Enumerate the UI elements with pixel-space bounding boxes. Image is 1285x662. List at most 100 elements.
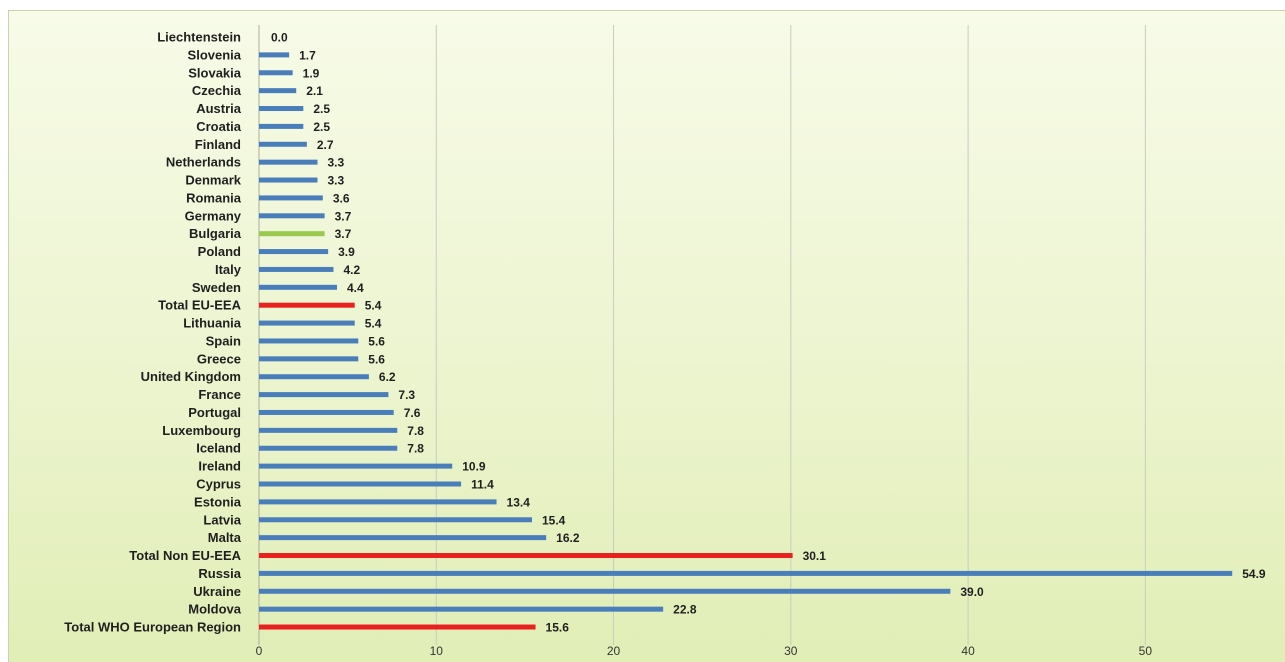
bar-united-kingdom <box>259 374 369 380</box>
bar-finland <box>259 141 307 147</box>
value-label: 2.1 <box>306 84 323 98</box>
value-label: 3.3 <box>328 156 345 170</box>
x-tick-label: 10 <box>430 644 444 658</box>
value-label: 5.6 <box>368 334 385 348</box>
value-label: 54.9 <box>1242 567 1266 581</box>
x-tick-label: 40 <box>961 644 975 658</box>
bar-moldova <box>259 606 664 612</box>
category-label: France <box>198 387 241 402</box>
category-label: Total WHO European Region <box>64 620 241 635</box>
value-labels: 0.0 1.7 1.9 2.1 2.5 2.5 2.7 3.3 3.3 3.6 3.7 3.7 3.9 4… <box>271 31 1266 635</box>
category-label: Bulgaria <box>189 226 242 241</box>
value-label: 2.7 <box>317 138 334 152</box>
bar-czechia <box>259 88 297 94</box>
value-label: 3.7 <box>335 209 352 223</box>
x-tick-label: 30 <box>784 644 798 658</box>
bar-italy <box>259 266 334 272</box>
category-label: Russia <box>198 566 241 581</box>
value-label: 15.4 <box>542 513 566 527</box>
category-label: Lithuania <box>183 316 242 331</box>
chart-area: Liechtenstein Slovenia Slovakia Czechia Aust… <box>8 10 1285 662</box>
bar-slovenia <box>259 52 290 58</box>
bar-latvia <box>259 517 532 523</box>
category-label: Liechtenstein <box>157 30 241 45</box>
value-label: 3.6 <box>333 191 350 205</box>
category-label: Moldova <box>188 602 241 617</box>
value-label: 0.0 <box>271 31 288 45</box>
category-label: Latvia <box>203 512 241 527</box>
category-label: Greece <box>197 351 241 366</box>
x-tick-label: 20 <box>607 644 621 658</box>
category-label: Iceland <box>196 441 241 456</box>
bar-iceland <box>259 445 398 451</box>
value-label: 30.1 <box>803 549 827 563</box>
category-label: Ukraine <box>193 584 241 599</box>
value-label: 15.6 <box>546 621 570 635</box>
value-label: 6.2 <box>379 370 396 384</box>
gridlines <box>258 25 1146 645</box>
bar-romania <box>259 195 323 201</box>
value-label: 7.6 <box>404 406 421 420</box>
value-label: 13.4 <box>507 495 531 509</box>
value-label: 11.4 <box>471 478 494 492</box>
bar-total-who-european-region <box>259 624 536 630</box>
value-label: 7.3 <box>398 388 415 402</box>
category-label: Total EU-EEA <box>158 298 241 313</box>
category-label: United Kingdom <box>141 369 241 384</box>
category-label: Portugal <box>188 405 241 420</box>
value-label: 39.0 <box>960 585 984 599</box>
value-label: 3.7 <box>335 227 352 241</box>
category-label: Denmark <box>185 173 241 188</box>
bar-croatia <box>259 123 304 129</box>
bar-poland <box>259 249 329 255</box>
bar-chart: Liechtenstein Slovenia Slovakia Czechia Aust… <box>64 25 1266 658</box>
x-tick-label: 0 <box>256 644 263 658</box>
category-labels: Liechtenstein Slovenia Slovakia Czechia Aust… <box>64 30 241 635</box>
bar-slovakia <box>259 70 293 76</box>
value-label: 7.8 <box>407 424 424 438</box>
bars <box>259 52 1233 630</box>
category-label: Poland <box>198 244 241 259</box>
category-label: Total Non EU-EEA <box>129 548 241 563</box>
x-tick-label: 50 <box>1139 644 1153 658</box>
value-label: 2.5 <box>313 120 330 134</box>
value-label: 10.9 <box>462 460 486 474</box>
category-label: Czechia <box>192 83 242 98</box>
bar-denmark <box>259 177 318 183</box>
value-label: 4.2 <box>343 263 360 277</box>
bar-bulgaria <box>259 231 325 237</box>
bar-total-eu-eea <box>259 302 355 308</box>
value-label: 2.5 <box>313 102 330 116</box>
bar-ukraine <box>259 588 951 594</box>
category-label: Croatia <box>196 119 242 134</box>
category-label: Ireland <box>198 459 241 474</box>
value-label: 3.3 <box>328 174 345 188</box>
category-label: Germany <box>185 208 242 223</box>
bar-russia <box>259 570 1233 576</box>
bar-france <box>259 392 389 398</box>
category-label: Spain <box>206 333 241 348</box>
value-label: 16.2 <box>556 531 580 545</box>
x-axis-tick-labels: 0 10 20 30 40 50 <box>256 644 1153 658</box>
category-label: Romania <box>186 190 242 205</box>
bar-lithuania <box>259 320 355 326</box>
value-label: 3.9 <box>338 245 355 259</box>
category-label: Slovenia <box>188 47 242 62</box>
value-label: 5.4 <box>365 317 382 331</box>
bar-cyprus <box>259 481 462 487</box>
bar-spain <box>259 338 359 344</box>
category-label: Cyprus <box>196 477 241 492</box>
value-label: 4.4 <box>347 281 364 295</box>
category-label: Luxembourg <box>162 423 241 438</box>
bar-germany <box>259 213 325 219</box>
value-label: 22.8 <box>673 603 697 617</box>
bar-luxembourg <box>259 427 398 433</box>
bar-portugal <box>259 409 394 415</box>
category-label: Austria <box>196 101 242 116</box>
bar-ireland <box>259 463 453 469</box>
bar-austria <box>259 106 304 112</box>
bar-estonia <box>259 499 497 505</box>
value-label: 5.4 <box>365 299 382 313</box>
bar-total-non-eu-eea <box>259 553 793 559</box>
category-label: Malta <box>208 530 242 545</box>
